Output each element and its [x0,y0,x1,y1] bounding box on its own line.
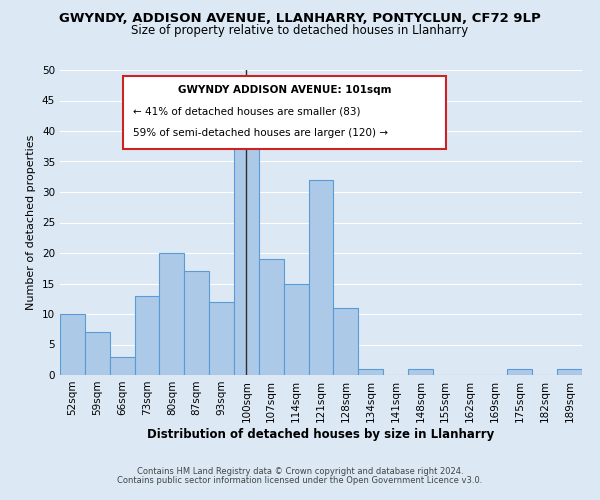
Bar [334,308,358,375]
Bar [60,314,85,375]
Text: GWYNDY ADDISON AVENUE: 101sqm: GWYNDY ADDISON AVENUE: 101sqm [178,85,391,95]
Y-axis label: Number of detached properties: Number of detached properties [26,135,37,310]
Text: Contains HM Land Registry data © Crown copyright and database right 2024.: Contains HM Land Registry data © Crown c… [137,467,463,476]
Bar [284,284,308,375]
Bar [184,272,209,375]
Text: 59% of semi-detached houses are larger (120) →: 59% of semi-detached houses are larger (… [133,128,388,138]
Bar [85,332,110,375]
Bar [160,253,184,375]
Text: GWYNDY, ADDISON AVENUE, LLANHARRY, PONTYCLUN, CF72 9LP: GWYNDY, ADDISON AVENUE, LLANHARRY, PONTY… [59,12,541,26]
Text: Size of property relative to detached houses in Llanharry: Size of property relative to detached ho… [131,24,469,37]
Bar [408,369,433,375]
FancyBboxPatch shape [122,76,446,150]
Bar [358,369,383,375]
Bar [110,356,134,375]
Bar [557,369,582,375]
Bar [134,296,160,375]
Bar [308,180,334,375]
Bar [209,302,234,375]
Text: Contains public sector information licensed under the Open Government Licence v3: Contains public sector information licen… [118,476,482,485]
Bar [234,131,259,375]
Bar [259,259,284,375]
X-axis label: Distribution of detached houses by size in Llanharry: Distribution of detached houses by size … [148,428,494,440]
Bar [508,369,532,375]
Text: ← 41% of detached houses are smaller (83): ← 41% of detached houses are smaller (83… [133,106,361,117]
